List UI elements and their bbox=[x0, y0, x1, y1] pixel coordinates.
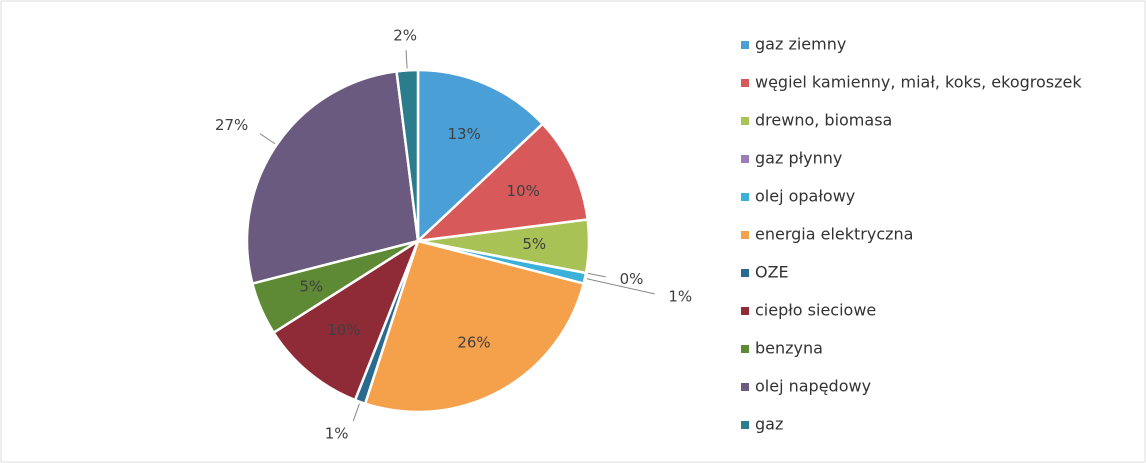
legend-label: gaz ziemny bbox=[755, 35, 846, 54]
legend-label: ciepło sieciowe bbox=[755, 301, 876, 320]
data-label: 1% bbox=[325, 425, 349, 443]
leader-line bbox=[587, 272, 606, 278]
data-label: 1% bbox=[668, 287, 692, 305]
leader-line bbox=[405, 50, 408, 69]
legend-label: olej opałowy bbox=[755, 187, 855, 206]
leader-line bbox=[259, 133, 276, 145]
data-label: 10% bbox=[327, 321, 360, 339]
pie-slice bbox=[271, 237, 421, 402]
legend-label: gaz bbox=[755, 415, 783, 434]
legend: gaz ziemny węgiel kamienny, miał, koks, e… bbox=[741, 35, 1082, 434]
data-label: 13% bbox=[448, 125, 481, 143]
legend-label: benzyna bbox=[755, 339, 823, 358]
pie-slice bbox=[245, 69, 420, 286]
legend-label: gaz płynny bbox=[755, 149, 842, 168]
legend-swatch bbox=[741, 269, 749, 277]
legend-label: drewno, biomasa bbox=[755, 111, 892, 130]
pie-slice bbox=[414, 122, 590, 243]
legend-swatch bbox=[741, 231, 749, 239]
legend-label: węgiel kamienny, miał, koks, ekogroszek bbox=[755, 73, 1082, 92]
pie-slice bbox=[363, 239, 586, 414]
data-label: 0% bbox=[620, 270, 644, 288]
legend-swatch bbox=[741, 345, 749, 353]
pie-slice bbox=[416, 68, 545, 244]
data-label: 5% bbox=[299, 278, 323, 296]
data-label: 10% bbox=[507, 182, 540, 200]
data-label: 26% bbox=[457, 333, 490, 351]
leader-line bbox=[586, 278, 655, 295]
data-label: 5% bbox=[522, 235, 546, 253]
legend-swatch bbox=[741, 155, 749, 163]
legend-swatch bbox=[741, 193, 749, 201]
legend-swatch bbox=[741, 307, 749, 315]
legend-swatch bbox=[741, 421, 749, 429]
data-label: 2% bbox=[393, 27, 417, 45]
legend-label: OZE bbox=[755, 263, 789, 282]
legend-swatch bbox=[741, 41, 749, 49]
legend-swatch bbox=[741, 79, 749, 87]
legend-label: energia elektryczna bbox=[755, 225, 913, 244]
legend-swatch bbox=[741, 117, 749, 125]
legend-swatch bbox=[741, 383, 749, 391]
legend-label: olej napędowy bbox=[755, 377, 871, 396]
data-label: 27% bbox=[215, 116, 248, 134]
pie-slice bbox=[395, 68, 420, 242]
leader-line bbox=[352, 403, 360, 422]
